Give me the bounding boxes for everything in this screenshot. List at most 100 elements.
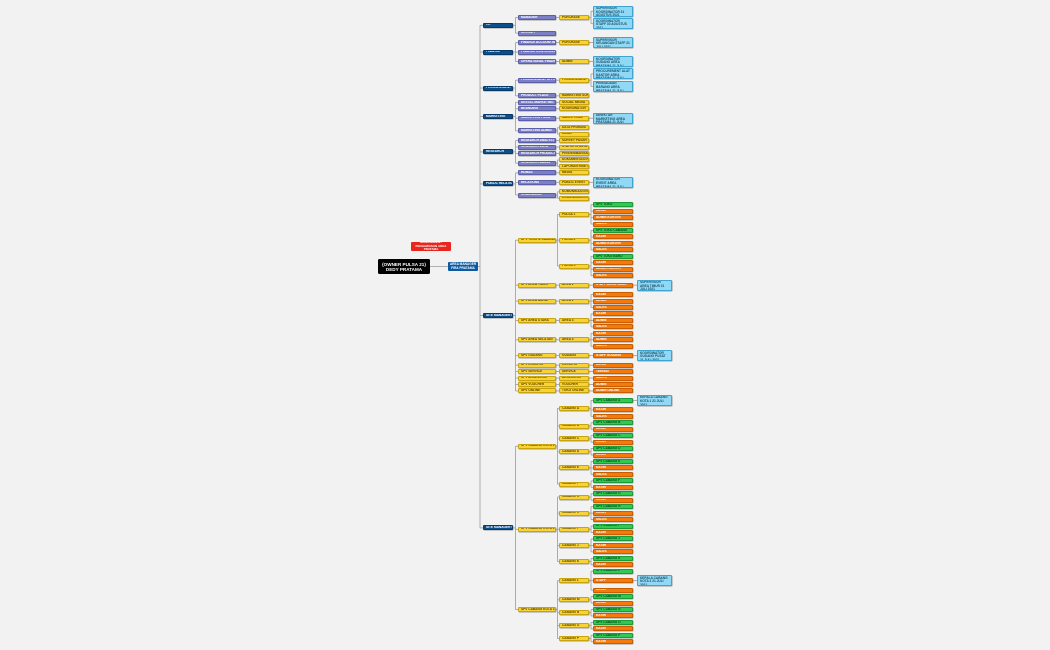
org-node[interactable]: RECRUIT	[518, 30, 556, 36]
note-card[interactable]: DIREKTUR MARKETING AREA PRATAMA 21 JULI …	[593, 112, 633, 124]
org-node[interactable]: DIGITAL MARKETING	[518, 99, 556, 105]
note-card[interactable]: SUPERVISOR KEUANGAN STAFF 21 JULI 2021	[593, 37, 633, 49]
org-node[interactable]: RELATIONS	[518, 179, 556, 185]
org-node[interactable]: MANAGER	[518, 14, 556, 20]
org-node[interactable]: KASIR	[593, 626, 633, 632]
org-node[interactable]: CABANG I	[559, 526, 589, 532]
org-node[interactable]: KASIR	[593, 452, 633, 458]
org-node[interactable]: SERVICE	[559, 369, 589, 375]
org-node[interactable]: MARKETING SUPPORT	[559, 93, 589, 99]
org-node[interactable]: VOUCHER	[559, 382, 589, 387]
root-node-owner[interactable]: (OWNER PULSA 21) DEDY PRATAMA	[378, 259, 430, 274]
org-node[interactable]: SPV TOKO BARU	[593, 253, 633, 259]
org-node[interactable]: SPV LOGISTIK	[518, 362, 556, 368]
org-node[interactable]: CABANG C	[559, 436, 589, 442]
org-node[interactable]: KASIR	[593, 639, 633, 645]
org-node[interactable]: CABANG H	[559, 510, 589, 516]
org-node[interactable]: SPV CABANG C	[593, 433, 633, 439]
org-node[interactable]: SPV VOUCHER	[518, 382, 556, 387]
org-node[interactable]: SPV CABANG M	[593, 594, 633, 600]
org-node[interactable]: SPV CABANG D	[593, 446, 633, 452]
org-node[interactable]: SALES	[593, 343, 633, 349]
org-node[interactable]: CABANG K	[559, 559, 589, 565]
org-node[interactable]: AREA 2	[559, 298, 589, 304]
org-node[interactable]: KASIR	[593, 530, 633, 535]
org-node[interactable]: KASIR	[593, 542, 633, 548]
org-node[interactable]: KASIR	[593, 292, 633, 298]
org-node[interactable]: RESEARCH PRODUCT	[518, 151, 556, 156]
org-node[interactable]: FINANCE	[483, 49, 513, 55]
org-node[interactable]: PROCUREMENT	[483, 85, 513, 91]
org-node[interactable]: SALES	[593, 517, 633, 523]
area-manager-node[interactable]: AREA MANAGER FIRA PRATAMA	[448, 262, 478, 271]
org-node[interactable]: HR	[483, 22, 513, 28]
org-node[interactable]: RESEARCH	[483, 149, 513, 155]
org-node[interactable]: KASIR	[593, 465, 633, 471]
org-node[interactable]: SALES	[593, 375, 633, 381]
org-node[interactable]: ADMIN	[593, 298, 633, 304]
org-node[interactable]: CABANG F	[559, 481, 589, 487]
org-node[interactable]: AREA 4	[559, 337, 589, 343]
org-node[interactable]: SPV AREA BARAT	[518, 298, 556, 304]
org-node[interactable]: KASIR	[593, 600, 633, 606]
org-node[interactable]: IKLAN	[559, 131, 589, 137]
note-card[interactable]: PROCUREMENT ALAT KANTOR AREA PRATAMA 21 …	[593, 68, 633, 80]
org-node[interactable]: CABANG D	[559, 449, 589, 455]
org-node[interactable]: ADMIN KONTER	[593, 215, 633, 221]
org-node[interactable]: SPV CABANG F	[593, 478, 633, 484]
org-node[interactable]: SPV TOKO & CABANG UTAMA	[518, 237, 556, 243]
org-node[interactable]: PULSA 2	[559, 237, 589, 243]
org-node[interactable]: SPV CABANG J	[593, 536, 633, 542]
org-node[interactable]: TEKNISI	[593, 369, 633, 375]
org-node[interactable]: CABANG E	[559, 465, 589, 471]
org-node[interactable]: KASIR	[593, 439, 633, 445]
org-node[interactable]: SPV CABANG H	[593, 504, 633, 510]
org-node[interactable]: SALES	[593, 305, 633, 310]
note-card[interactable]: SUPERVISOR AREA TIMUR 21 JULI 2021	[637, 279, 672, 291]
org-node[interactable]: SURVEY PASAR	[559, 138, 589, 144]
org-node[interactable]: AKSESORIS	[559, 375, 589, 381]
org-node[interactable]: SALES	[593, 221, 633, 227]
org-node[interactable]: OPERATIONAL FINANCE	[518, 59, 556, 64]
org-node[interactable]: CABANG G	[559, 494, 589, 500]
org-node[interactable]: ADMIN KONTER	[593, 240, 633, 246]
org-node[interactable]: CABANG P	[559, 636, 589, 642]
org-node[interactable]: KASIR	[593, 330, 633, 336]
org-node[interactable]: KASIR	[593, 260, 633, 266]
org-node[interactable]: RESEARCH ADMIN	[518, 160, 556, 166]
org-node[interactable]: SPV TOKO	[593, 202, 633, 208]
org-node[interactable]: SPV CABANG B	[593, 420, 633, 426]
org-node[interactable]: MEDIA	[559, 170, 589, 176]
org-node[interactable]: PULSA 1	[559, 211, 589, 217]
org-node[interactable]: SPV CABANG KOTA 1	[518, 443, 556, 449]
org-node[interactable]: HUMAS	[518, 170, 556, 176]
org-node[interactable]: PUBLIC RELATIONS	[483, 181, 513, 187]
note-card[interactable]: KEPALA CABANG KOTA 1 21 JULI 2021	[637, 394, 672, 406]
org-node[interactable]: KOORDINATOR	[559, 106, 589, 112]
org-node[interactable]: SALES	[593, 247, 633, 253]
note-card[interactable]: PENGADAAN BARANG AREA PRATAMA 21 JULI 20…	[593, 80, 633, 92]
org-node[interactable]: SITE MANAGER CABANG	[483, 525, 513, 531]
org-node[interactable]: KASIR	[593, 613, 633, 619]
org-node[interactable]: SPV CABANG A	[593, 397, 633, 403]
org-node[interactable]: MARKETING ADMIN	[518, 128, 556, 134]
org-node[interactable]: SALES	[593, 324, 633, 330]
org-node[interactable]: ADMIN ONLINE	[593, 388, 633, 394]
org-node[interactable]: CABANG J	[559, 542, 589, 548]
org-node[interactable]: KASIR	[593, 497, 633, 503]
org-node[interactable]: SALES	[593, 413, 633, 419]
org-node[interactable]: SPV SERVICE	[518, 369, 556, 375]
org-node[interactable]: STAFF GUDANG	[593, 353, 633, 359]
org-node[interactable]: AREA 1	[559, 282, 589, 288]
org-node[interactable]: CABANG L	[559, 578, 589, 584]
org-node[interactable]: SPV CABANG K	[593, 555, 633, 561]
org-node[interactable]: KASIR	[593, 587, 633, 593]
org-node[interactable]: CABANG B	[559, 423, 589, 429]
org-node[interactable]: PRODUCT PLACE	[518, 93, 556, 99]
org-node[interactable]: SPV CABANG G	[593, 491, 633, 497]
management-badge[interactable]: MANAGEMENT PENGAWASAN AREA PRATAMA	[411, 240, 451, 251]
org-node[interactable]: STAFF AREA TIMUR	[593, 282, 633, 288]
org-node[interactable]: ADMIN	[559, 59, 589, 64]
note-card[interactable]: KOORDINATOR STAFF 30 AGUSTUS 2021	[593, 18, 633, 30]
org-node[interactable]: ADMIN	[593, 337, 633, 343]
